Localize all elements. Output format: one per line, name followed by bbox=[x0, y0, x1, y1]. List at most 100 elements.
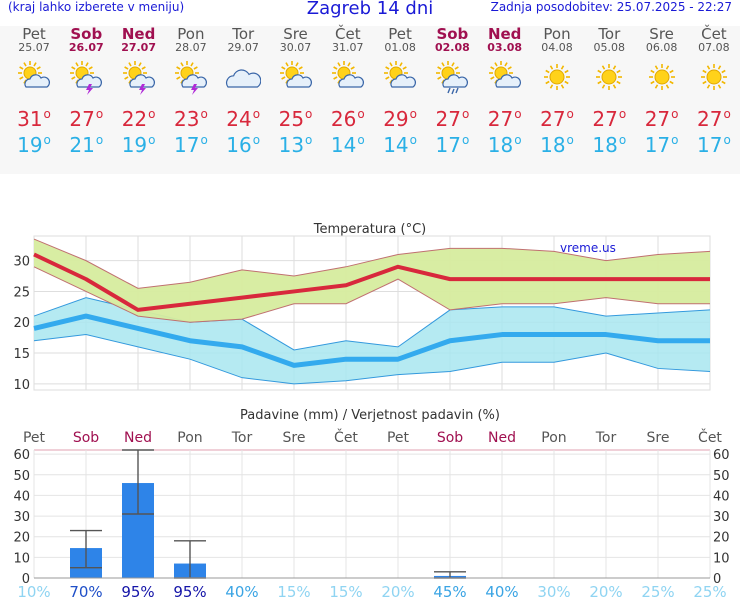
day-name: Pet bbox=[388, 25, 412, 43]
day-name: Sob bbox=[436, 25, 469, 43]
y-tick-label-right: 40 bbox=[713, 489, 730, 504]
x-tick-label: Pet bbox=[387, 430, 410, 446]
day-date: 31.07 bbox=[332, 41, 364, 54]
day-name: Ned bbox=[487, 25, 522, 43]
min-temperature: 21o bbox=[69, 133, 104, 157]
day-date: 02.08 bbox=[434, 41, 470, 54]
day-column: Sob 02.08 27o 17o bbox=[426, 26, 478, 157]
y-tick-label-right: 50 bbox=[713, 469, 730, 484]
day-date: 01.08 bbox=[384, 41, 416, 54]
day-name: Ned bbox=[121, 25, 156, 43]
x-tick-label: Sre bbox=[647, 430, 670, 446]
precipitation-probability: 30% bbox=[537, 583, 570, 600]
x-tick-label: Sre bbox=[283, 430, 306, 446]
y-tick-label-left: 40 bbox=[13, 489, 30, 504]
day-column: Pet 01.08 29o 14o bbox=[374, 26, 426, 157]
min-band-lower-edge bbox=[33, 334, 711, 385]
min-temperature: 17o bbox=[696, 133, 731, 157]
max-temperature: 27o bbox=[435, 107, 470, 131]
max-temperature: 27o bbox=[696, 107, 731, 131]
max-temperature-line bbox=[33, 252, 710, 312]
day-column: Pon 28.07 23o 17o bbox=[165, 26, 217, 157]
day-date: 27.07 bbox=[121, 41, 156, 54]
y-tick-label-left: 0 bbox=[22, 572, 30, 587]
cloud-icon bbox=[217, 54, 269, 102]
min-temperature: 16o bbox=[226, 133, 261, 157]
precipitation-probability: 15% bbox=[329, 583, 362, 600]
day-date: 05.08 bbox=[593, 41, 626, 54]
precipitation-probability: 45% bbox=[433, 583, 466, 600]
max-temperature: 22o bbox=[121, 107, 156, 131]
precipitation-probability: 95% bbox=[121, 583, 154, 600]
y-tick-label: 10 bbox=[13, 378, 30, 393]
precipitation-probability: 40% bbox=[485, 583, 518, 600]
day-date: 04.08 bbox=[541, 41, 573, 54]
day-column: Ned 27.07 22o 19o bbox=[113, 26, 165, 157]
max-temperature: 26o bbox=[330, 107, 365, 131]
day-column: Pon 04.08 27o 18o bbox=[531, 26, 583, 157]
sun-cloud-icon bbox=[374, 54, 426, 102]
sun-cloud-icon bbox=[270, 54, 322, 102]
menu-hint[interactable]: (kraj lahko izberete v meniju) bbox=[8, 0, 185, 14]
sun-icon bbox=[531, 54, 583, 102]
precipitation-chart: Padavine (mm) / Verjetnost padavin (%) Pe… bbox=[13, 408, 730, 600]
y-tick-label-left: 30 bbox=[13, 510, 30, 525]
day-name: Sre bbox=[649, 25, 674, 43]
min-temperature: 14o bbox=[383, 133, 417, 157]
chart-title: Temperatura (°C) bbox=[313, 222, 426, 237]
min-temperature: 13o bbox=[278, 133, 313, 157]
y-tick-label-left: 10 bbox=[13, 551, 30, 566]
day-name: Čet bbox=[701, 25, 727, 43]
max-temperature: 27o bbox=[69, 107, 104, 131]
day-date: 03.08 bbox=[487, 41, 523, 54]
min-temperature: 17o bbox=[173, 133, 208, 157]
max-temperature: 27o bbox=[540, 107, 574, 131]
y-tick-label: 25 bbox=[13, 285, 30, 300]
precipitation-probability: 70% bbox=[69, 583, 102, 600]
min-temperature: 14o bbox=[330, 133, 365, 157]
x-tick-label: Pet bbox=[23, 430, 46, 446]
y-tick-label-right: 0 bbox=[713, 572, 721, 587]
day-date: 25.07 bbox=[18, 41, 50, 54]
day-date: 29.07 bbox=[227, 41, 259, 54]
x-tick-label: Sob bbox=[437, 430, 463, 446]
max-temperature: 27o bbox=[487, 107, 522, 131]
page-title: Zagreb 14 dni bbox=[306, 0, 434, 19]
rain-sun-cloud-icon bbox=[426, 54, 478, 102]
max-temperature: 27o bbox=[592, 107, 627, 131]
max-band-upper-edge bbox=[33, 238, 711, 289]
y-tick-label-left: 60 bbox=[13, 448, 30, 463]
precipitation-probability: 20% bbox=[589, 583, 622, 600]
day-column: Tor 29.07 24o 16o bbox=[217, 26, 269, 157]
thunder-sun-cloud-icon bbox=[165, 54, 217, 102]
precipitation-probability: 40% bbox=[225, 583, 258, 600]
x-tick-label: Tor bbox=[595, 430, 617, 446]
x-tick-label: Tor bbox=[231, 430, 253, 446]
day-column: Ned 03.08 27o 18o bbox=[479, 26, 531, 157]
sun-cloud-icon bbox=[322, 54, 374, 102]
min-temperature: 17o bbox=[644, 133, 679, 157]
min-temperature: 19o bbox=[121, 133, 156, 157]
day-column: Sre 06.08 27o 17o bbox=[636, 26, 688, 157]
day-name: Čet bbox=[335, 25, 361, 43]
x-tick-label: Ned bbox=[488, 430, 516, 446]
day-column: Čet 31.07 26o 14o bbox=[322, 26, 374, 157]
x-tick-label: Ned bbox=[124, 430, 152, 446]
x-tick-label: Pon bbox=[177, 430, 202, 446]
day-date: 26.07 bbox=[68, 41, 104, 54]
day-name: Sre bbox=[283, 25, 308, 43]
chart-title: Padavine (mm) / Verjetnost padavin (%) bbox=[240, 408, 500, 423]
y-tick-label-left: 20 bbox=[13, 531, 30, 546]
day-date: 30.07 bbox=[279, 41, 312, 54]
day-column: Pet 25.07 31o 19o bbox=[8, 26, 60, 157]
precipitation-probability: 20% bbox=[381, 583, 414, 600]
watermark: vreme.us bbox=[560, 241, 616, 255]
day-column: Tor 05.08 27o 18o bbox=[583, 26, 635, 157]
day-column: Sob 26.07 27o 21o bbox=[60, 26, 112, 157]
x-tick-label: Čet bbox=[334, 428, 358, 446]
y-tick-label-right: 20 bbox=[713, 531, 730, 546]
y-tick-label-right: 60 bbox=[713, 448, 730, 463]
day-name: Pon bbox=[543, 25, 571, 43]
x-tick-label: Sob bbox=[73, 430, 99, 446]
temperature-chart: Temperatura (°C) 10 15 20 25 30 vreme.us bbox=[13, 222, 711, 393]
